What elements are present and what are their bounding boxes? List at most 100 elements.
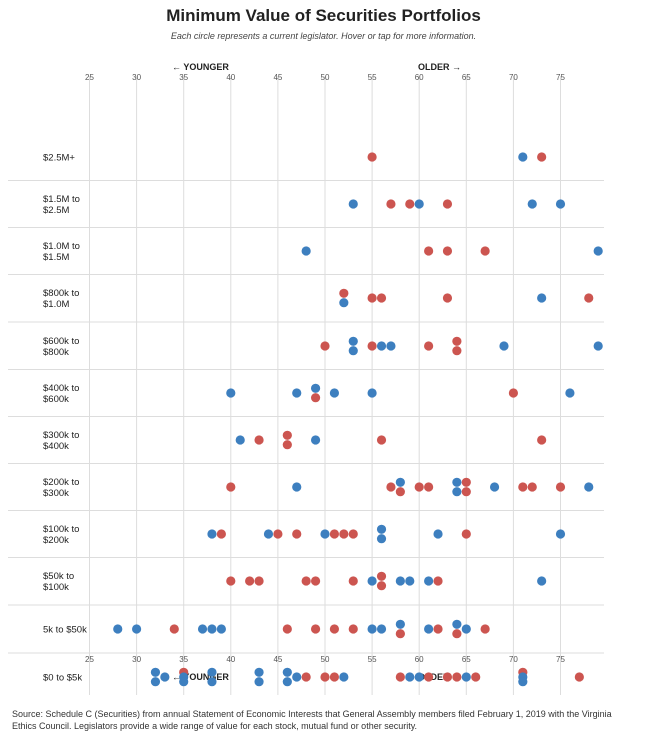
legislator-point[interactable] <box>235 435 245 445</box>
legislator-point[interactable] <box>442 246 453 256</box>
legislator-point[interactable] <box>518 482 528 492</box>
legislator-point[interactable] <box>226 482 236 492</box>
legislator-point[interactable] <box>254 435 264 445</box>
legislator-point[interactable] <box>367 341 377 351</box>
legislator-point[interactable] <box>537 152 547 162</box>
legislator-point[interactable] <box>254 667 264 677</box>
legislator-point[interactable] <box>414 672 424 682</box>
legislator-point[interactable] <box>169 624 179 634</box>
legislator-point[interactable] <box>424 672 434 682</box>
legislator-point[interactable] <box>226 576 236 586</box>
legislator-point[interactable] <box>348 346 358 356</box>
legislator-point[interactable] <box>518 152 528 162</box>
legislator-point[interactable] <box>367 624 377 634</box>
legislator-point[interactable] <box>245 576 255 586</box>
legislator-point[interactable] <box>301 672 311 682</box>
legislator-point[interactable] <box>113 624 123 634</box>
legislator-point[interactable] <box>424 482 434 492</box>
legislator-point[interactable] <box>452 477 462 487</box>
legislator-point[interactable] <box>150 677 161 687</box>
legislator-point[interactable] <box>348 624 358 634</box>
legislator-point[interactable] <box>282 430 292 440</box>
legislator-point[interactable] <box>395 576 405 586</box>
legislator-point[interactable] <box>537 293 547 303</box>
legislator-point[interactable] <box>424 341 434 351</box>
legislator-point[interactable] <box>452 346 462 356</box>
legislator-point[interactable] <box>226 388 236 398</box>
legislator-point[interactable] <box>376 571 387 581</box>
legislator-point[interactable] <box>348 199 358 209</box>
legislator-point[interactable] <box>386 341 396 351</box>
legislator-point[interactable] <box>367 152 377 162</box>
legislator-point[interactable] <box>301 576 311 586</box>
legislator-point[interactable] <box>442 199 453 209</box>
legislator-point[interactable] <box>282 667 292 677</box>
legislator-point[interactable] <box>555 529 566 539</box>
legislator-point[interactable] <box>442 672 453 682</box>
legislator-point[interactable] <box>376 341 387 351</box>
legislator-point[interactable] <box>555 199 566 209</box>
legislator-point[interactable] <box>433 576 443 586</box>
legislator-point[interactable] <box>282 677 292 687</box>
legislator-point[interactable] <box>367 576 377 586</box>
legislator-point[interactable] <box>292 482 302 492</box>
legislator-point[interactable] <box>339 298 349 308</box>
legislator-point[interactable] <box>348 336 358 346</box>
legislator-point[interactable] <box>518 677 528 687</box>
legislator-point[interactable] <box>197 624 208 634</box>
legislator-point[interactable] <box>527 482 537 492</box>
data-points[interactable] <box>113 152 603 687</box>
legislator-point[interactable] <box>376 524 387 534</box>
legislator-point[interactable] <box>386 482 396 492</box>
legislator-point[interactable] <box>216 624 226 634</box>
legislator-point[interactable] <box>461 529 471 539</box>
legislator-point[interactable] <box>508 388 518 398</box>
legislator-point[interactable] <box>310 383 321 393</box>
legislator-point[interactable] <box>452 672 462 682</box>
legislator-point[interactable] <box>461 477 471 487</box>
legislator-point[interactable] <box>254 576 264 586</box>
legislator-point[interactable] <box>461 672 471 682</box>
legislator-point[interactable] <box>414 199 424 209</box>
legislator-point[interactable] <box>527 199 537 209</box>
legislator-point[interactable] <box>452 619 462 629</box>
legislator-point[interactable] <box>339 672 349 682</box>
legislator-point[interactable] <box>395 629 405 639</box>
legislator-point[interactable] <box>376 435 387 445</box>
legislator-point[interactable] <box>282 440 292 450</box>
legislator-point[interactable] <box>339 529 349 539</box>
legislator-point[interactable] <box>310 576 321 586</box>
legislator-point[interactable] <box>593 341 603 351</box>
legislator-point[interactable] <box>395 477 405 487</box>
legislator-point[interactable] <box>320 341 330 351</box>
legislator-point[interactable] <box>310 624 321 634</box>
legislator-point[interactable] <box>424 576 434 586</box>
legislator-point[interactable] <box>584 293 594 303</box>
legislator-point[interactable] <box>461 624 471 634</box>
legislator-point[interactable] <box>537 576 547 586</box>
legislator-point[interactable] <box>310 435 321 445</box>
legislator-point[interactable] <box>254 677 264 687</box>
legislator-point[interactable] <box>329 624 340 634</box>
legislator-point[interactable] <box>395 487 405 497</box>
legislator-point[interactable] <box>150 667 161 677</box>
legislator-point[interactable] <box>452 336 462 346</box>
legislator-point[interactable] <box>339 288 349 298</box>
legislator-point[interactable] <box>442 293 453 303</box>
legislator-point[interactable] <box>405 576 415 586</box>
legislator-point[interactable] <box>489 482 500 492</box>
legislator-point[interactable] <box>179 677 189 687</box>
legislator-point[interactable] <box>452 487 462 497</box>
legislator-point[interactable] <box>433 624 443 634</box>
legislator-point[interactable] <box>376 581 387 591</box>
legislator-point[interactable] <box>216 529 226 539</box>
legislator-point[interactable] <box>132 624 142 634</box>
legislator-point[interactable] <box>593 246 603 256</box>
legislator-point[interactable] <box>386 199 396 209</box>
legislator-point[interactable] <box>292 672 302 682</box>
legislator-point[interactable] <box>263 529 274 539</box>
legislator-point[interactable] <box>480 624 490 634</box>
legislator-point[interactable] <box>329 672 340 682</box>
legislator-point[interactable] <box>424 624 434 634</box>
legislator-point[interactable] <box>461 487 471 497</box>
